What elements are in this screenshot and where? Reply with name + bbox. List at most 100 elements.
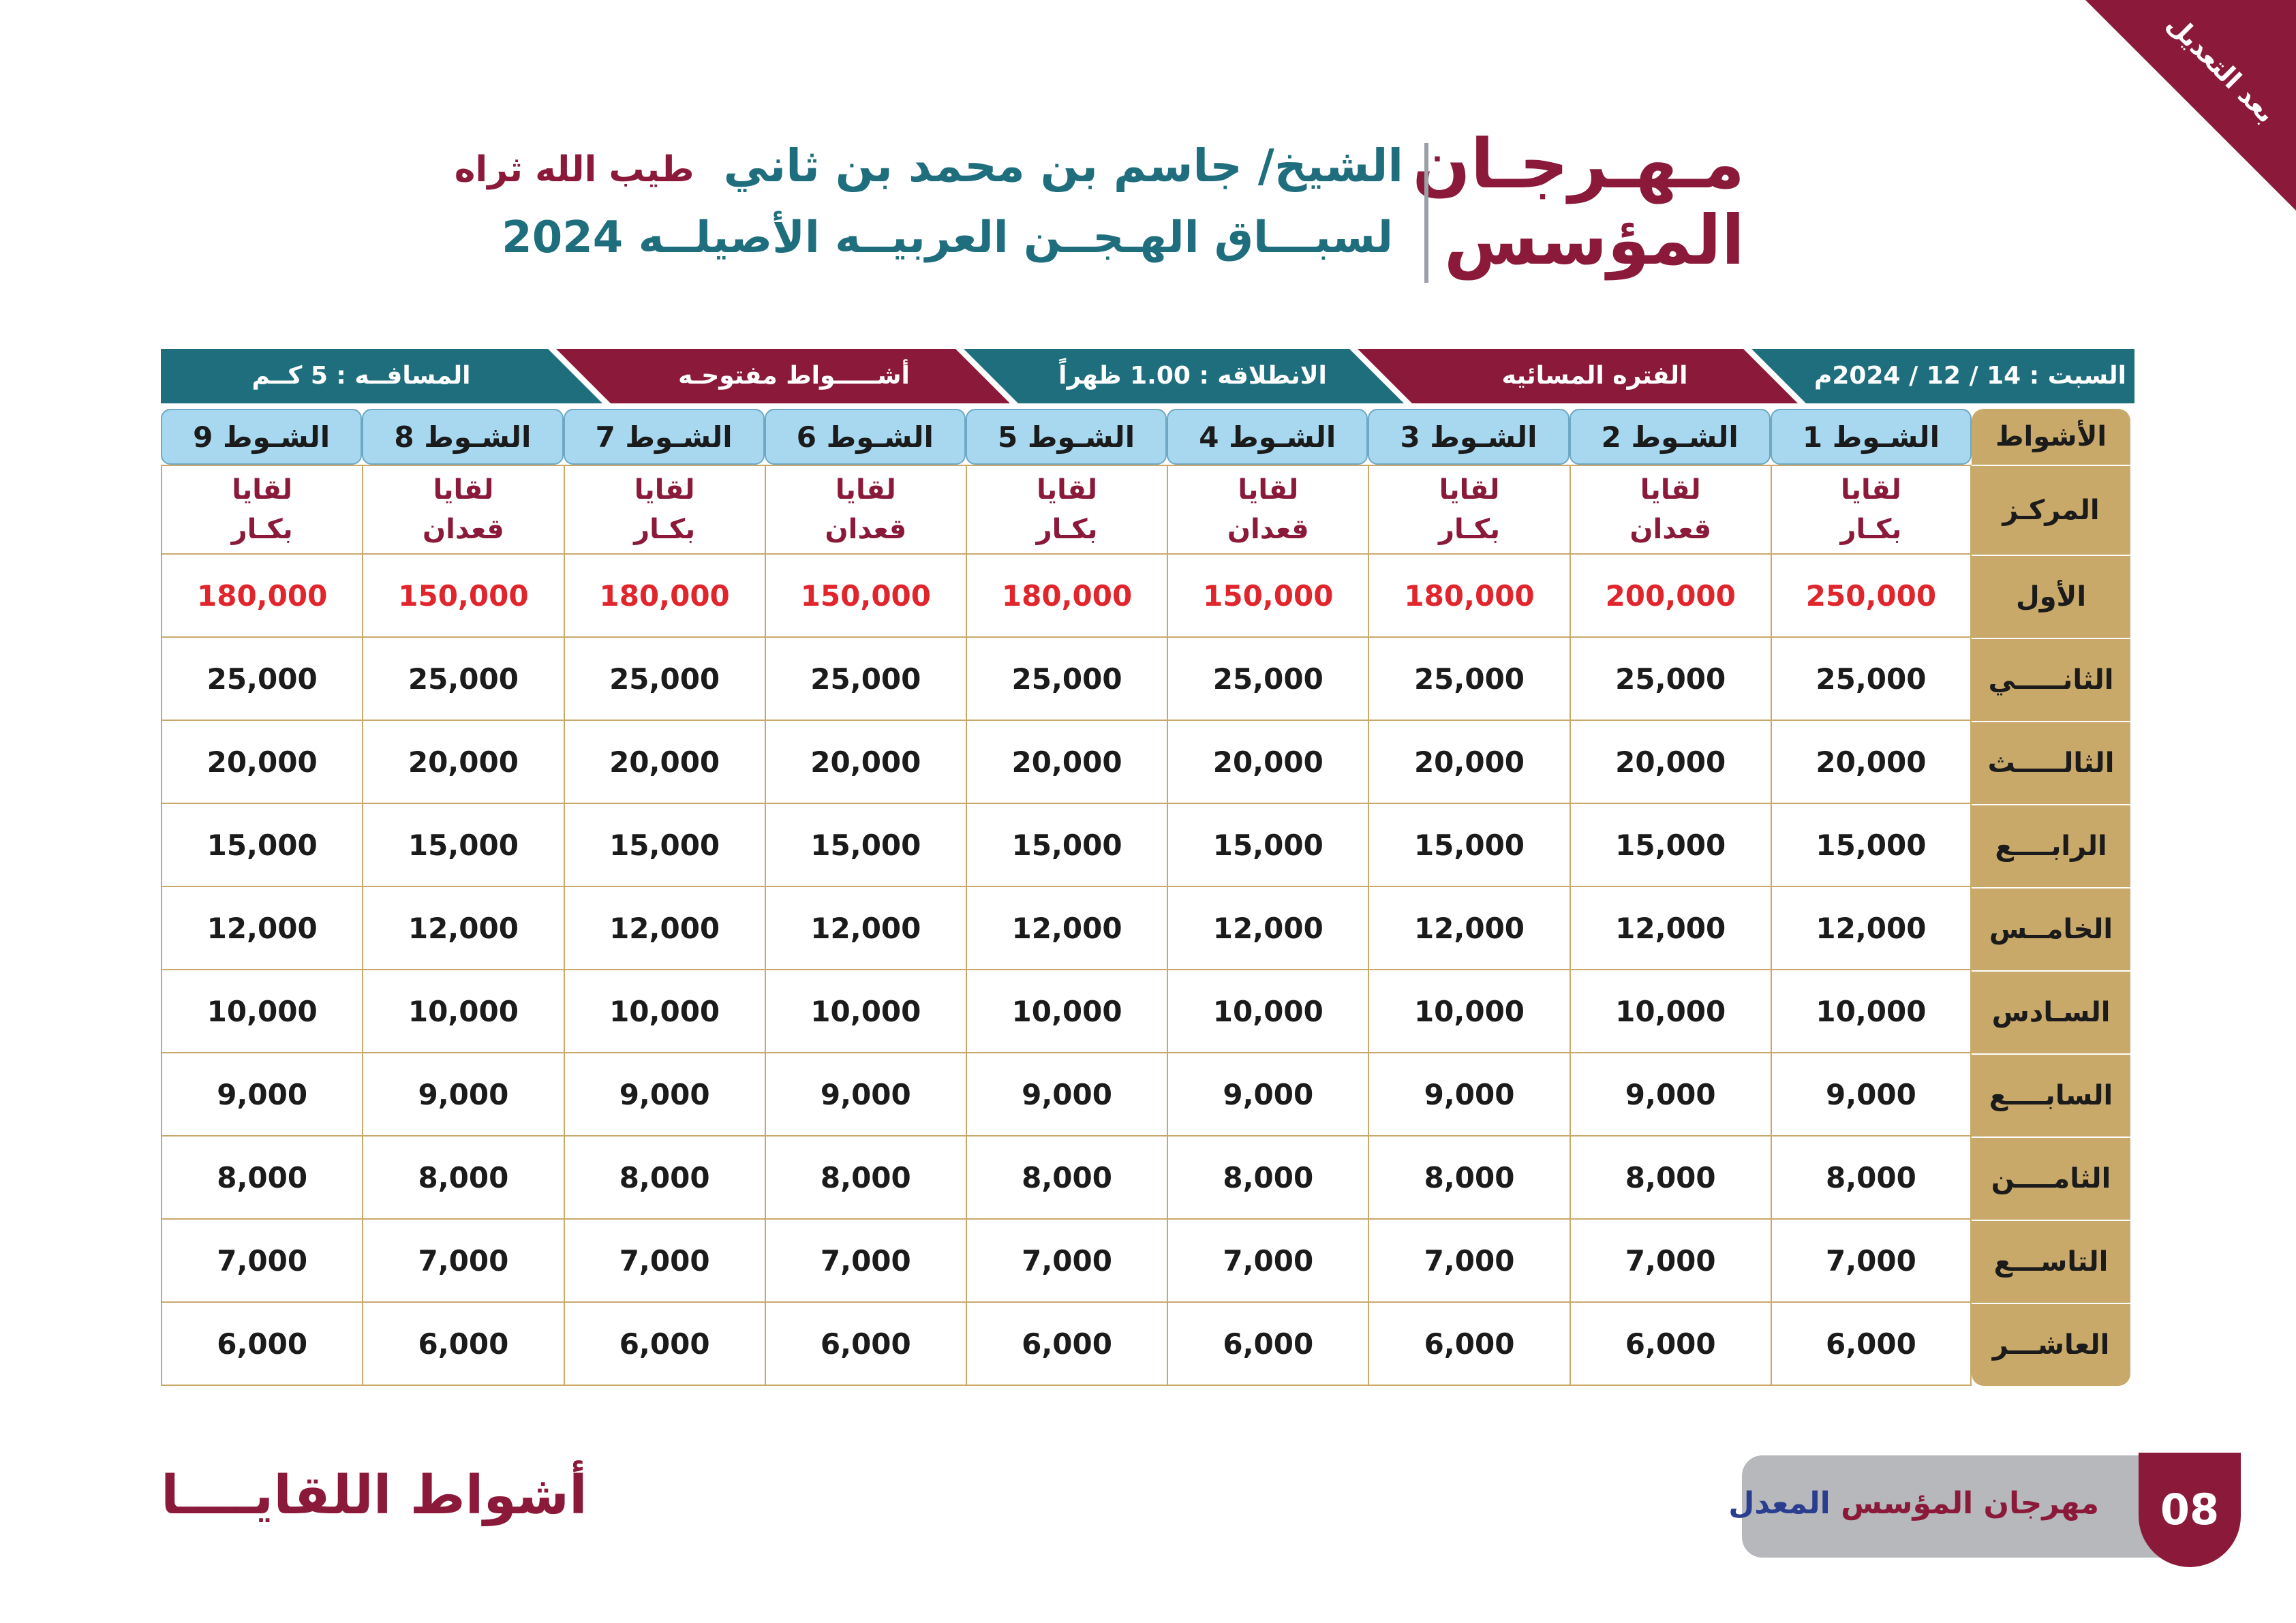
title-divider — [1424, 143, 1428, 283]
subtitle-name: الشيخ/ جاسم بن محمد بن ثاني — [723, 140, 1403, 192]
prize-value: 12,000 — [1569, 887, 1771, 970]
prize-row: السـادس 10,000 10,000 10,000 10,000 10,000 10,… — [161, 970, 2130, 1053]
prize-value: 25,000 — [1770, 638, 1972, 721]
center-cell: لقايا قعدان — [764, 465, 966, 555]
band-segment-open — [556, 349, 1010, 403]
prize-value: 6,000 — [1770, 1303, 1972, 1386]
footer-label-main: مهرجان المؤسس — [1841, 1486, 2099, 1521]
prize-value: 25,000 — [965, 638, 1167, 721]
prize-value: 20,000 — [764, 721, 966, 804]
prize-value: 6,000 — [1368, 1303, 1570, 1386]
prize-value: 20,000 — [1368, 721, 1570, 804]
prize-value: 8,000 — [563, 1137, 765, 1220]
band-distance: المسافــه : 5 كــم — [251, 362, 471, 390]
prize-row: التاســـع 7,000 7,000 7,000 7,000 7,000 7,000 7… — [161, 1220, 2130, 1303]
center-cell: لقايا بكـار — [563, 465, 765, 555]
prize-table: الأشواط الشـوط 1 الشـوط 2 الشـوط 3 الشـو… — [161, 409, 2130, 1386]
center-category: قعدان — [825, 514, 907, 545]
rank-rows: الأول 250,000 200,000 180,000 150,000 180,000… — [161, 555, 2130, 1386]
center-type: لقايا — [835, 474, 896, 506]
prize-value: 15,000 — [563, 804, 765, 887]
center-type: لقايا — [1037, 474, 1097, 506]
prize-value: 8,000 — [1569, 1137, 1771, 1220]
festival-title: مـهـرجـان المؤسس — [1412, 124, 1745, 279]
prize-value: 15,000 — [965, 804, 1167, 887]
race-header: الشـوط 4 — [1167, 409, 1368, 465]
center-type: لقايا — [232, 474, 293, 506]
center-category: بكـار — [1439, 514, 1500, 545]
prize-value: 200,000 — [1569, 555, 1771, 638]
prize-value: 15,000 — [1368, 804, 1570, 887]
rank-label: الأول — [1972, 555, 2130, 638]
prize-value: 6,000 — [362, 1303, 564, 1386]
prize-value: 20,000 — [1770, 721, 1972, 804]
prize-value: 6,000 — [764, 1303, 966, 1386]
prize-value: 25,000 — [1368, 638, 1570, 721]
prize-value: 6,000 — [965, 1303, 1167, 1386]
prize-value: 7,000 — [1770, 1220, 1972, 1303]
prize-value: 180,000 — [161, 555, 363, 638]
rank-label: الرابــــع — [1972, 804, 2130, 887]
prize-row: الأول 250,000 200,000 180,000 150,000 180,000… — [161, 555, 2130, 638]
prize-value: 7,000 — [965, 1220, 1167, 1303]
prize-value: 8,000 — [161, 1137, 363, 1220]
center-cell: لقايا قعدان — [1569, 465, 1771, 555]
prize-value: 10,000 — [563, 970, 765, 1053]
prize-value: 25,000 — [1167, 638, 1368, 721]
prize-value: 8,000 — [1368, 1137, 1570, 1220]
prize-value: 9,000 — [161, 1053, 363, 1137]
prize-value: 180,000 — [965, 555, 1167, 638]
prize-value: 15,000 — [161, 804, 363, 887]
prize-value: 7,000 — [563, 1220, 765, 1303]
race-header: الشـوط 8 — [362, 409, 564, 465]
center-cell: لقايا بكـار — [1368, 465, 1570, 555]
prize-value: 10,000 — [764, 970, 966, 1053]
prize-value: 15,000 — [1770, 804, 1972, 887]
center-type: لقايا — [634, 474, 695, 506]
footer-label-accent: المعدل — [1728, 1486, 1831, 1521]
prize-value: 9,000 — [1770, 1053, 1972, 1137]
prize-value: 180,000 — [1368, 555, 1570, 638]
prize-value: 8,000 — [764, 1137, 966, 1220]
prize-row: العاشـــر 6,000 6,000 6,000 6,000 6,000 6,000 6… — [161, 1303, 2130, 1386]
prize-value: 15,000 — [1167, 804, 1368, 887]
center-category: بكـار — [634, 514, 696, 545]
prize-value: 12,000 — [362, 887, 564, 970]
prize-value: 9,000 — [563, 1053, 765, 1137]
prize-value: 20,000 — [1569, 721, 1771, 804]
prize-value: 6,000 — [1167, 1303, 1368, 1386]
band-start-time: الانطلاقه : 1.00 ظهراً — [1058, 362, 1327, 390]
prize-value: 20,000 — [362, 721, 564, 804]
prize-value: 7,000 — [764, 1220, 966, 1303]
races-label: الأشواط — [1972, 409, 2130, 465]
prize-value: 25,000 — [563, 638, 765, 721]
prize-value: 20,000 — [563, 721, 765, 804]
prize-value: 10,000 — [1569, 970, 1771, 1053]
prize-value: 7,000 — [1167, 1220, 1368, 1303]
prize-row: الثالـــــث 20,000 20,000 20,000 20,000 20,00… — [161, 721, 2130, 804]
center-type: لقايا — [1841, 474, 1901, 506]
center-cell: لقايا قعدان — [362, 465, 564, 555]
center-type: لقايا — [1238, 474, 1299, 506]
prize-value: 9,000 — [1569, 1053, 1771, 1137]
center-type: لقايا — [1640, 474, 1701, 506]
center-category: بكـار — [1036, 514, 1098, 545]
center-category: بكـار — [231, 514, 293, 545]
prize-value: 10,000 — [161, 970, 363, 1053]
festival-title-line1: مـهـرجـان — [1412, 124, 1745, 204]
prize-value: 10,000 — [1167, 970, 1368, 1053]
prize-value: 25,000 — [362, 638, 564, 721]
race-header: الشـوط 7 — [563, 409, 765, 465]
center-type: لقايا — [433, 474, 494, 506]
center-type: لقايا — [1439, 474, 1500, 506]
prize-value: 12,000 — [1167, 887, 1368, 970]
prize-value: 20,000 — [161, 721, 363, 804]
band-segment-date — [1751, 349, 2134, 403]
footer-pill — [1742, 1455, 2178, 1558]
rank-label: السابــــع — [1972, 1053, 2130, 1137]
race-header: الشـوط 2 — [1569, 409, 1771, 465]
band-date: السبت : 14 / 12 / 2024م — [1813, 362, 2126, 390]
prize-value: 10,000 — [362, 970, 564, 1053]
race-header: الشـوط 9 — [161, 409, 363, 465]
prize-value: 8,000 — [1770, 1137, 1972, 1220]
